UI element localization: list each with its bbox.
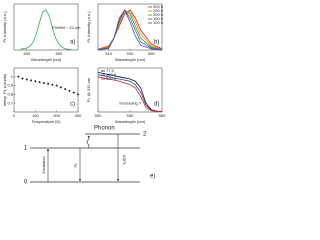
legend-label: 150 K — [153, 16, 164, 21]
phonon-label: Phonon — [94, 126, 115, 132]
legend-label: 200 K — [153, 12, 164, 17]
panel-label: e) — [150, 174, 155, 180]
x-tick-label: 0 — [13, 113, 16, 118]
x-tick-label: 530 — [127, 113, 134, 118]
level-label: 2 — [143, 132, 147, 138]
data-point — [47, 82, 50, 85]
data-point — [55, 84, 58, 87]
data-point — [64, 88, 67, 91]
y-tick-label: 1 — [11, 74, 14, 79]
legend-label: 250 K — [153, 8, 164, 13]
x-tick-label: 500 — [23, 51, 30, 56]
data-point — [38, 81, 41, 84]
data-point — [42, 81, 45, 84]
annotation: FWHM ~ 22 nm — [52, 25, 81, 30]
plot-frame — [13, 67, 79, 113]
data-point — [25, 78, 28, 81]
level-label: 1 — [24, 146, 28, 152]
data-point — [34, 80, 37, 83]
data-point — [72, 91, 75, 94]
x-tick-label: 510 — [105, 51, 112, 56]
data-point — [21, 77, 24, 80]
x-tick-label: 530 — [127, 51, 134, 56]
y-tick-label: 0.9 — [7, 83, 13, 88]
plot-frame — [13, 3, 79, 51]
x-tick-label: 200 — [53, 113, 60, 118]
x-tick-label: 550 — [55, 51, 62, 56]
data-line — [97, 74, 163, 112]
data-line — [97, 76, 162, 112]
data-point — [17, 75, 20, 78]
x-axis-label: Wavelength (nm) — [115, 57, 146, 62]
annotation: Increasing T — [119, 100, 141, 105]
y-tick-label: 0.8 — [7, 91, 13, 96]
legend-label: 300 K — [153, 4, 164, 9]
data-point — [77, 93, 79, 96]
y-axis-label: PL Intensity (a.u.) — [2, 11, 7, 43]
pl-label: PL — [73, 162, 78, 168]
panel-label: d) — [154, 102, 159, 108]
x-tick-label: 550 — [148, 51, 155, 56]
figure: e) 0 1 2 Excitation PL ASPL Phonon a) Wav… — [2, 3, 166, 186]
legend-label: 100 K — [153, 20, 164, 25]
x-tick-label: 500 — [95, 113, 102, 118]
legend-label: 300 K — [106, 76, 117, 81]
x-tick-label: 100 — [32, 113, 39, 118]
level-label: 0 — [24, 180, 28, 186]
y-axis-label: Integr. PL (counts) — [2, 73, 7, 106]
data-line — [97, 9, 163, 51]
y-axis-label: PL @ 532 nm — [86, 77, 91, 102]
x-axis-label: Wavelength (nm) — [115, 119, 146, 124]
diagram-e: e) 0 1 2 Excitation PL ASPL Phonon — [24, 126, 155, 186]
data-line — [20, 9, 72, 50]
y-axis-label: PL Intensity (a.u.) — [86, 11, 91, 43]
data-point — [68, 89, 71, 92]
panel-label: b) — [154, 40, 159, 46]
aspl-label: ASPL — [122, 155, 127, 166]
data-point — [30, 79, 33, 82]
x-tick-label: 300 — [75, 113, 82, 118]
legend-label: 77 K — [106, 68, 115, 73]
panel-label: c) — [70, 102, 75, 108]
x-axis-label: Wavelength (nm) — [31, 57, 62, 62]
phonon-arrow — [86, 135, 91, 149]
panel-label: a) — [70, 40, 75, 46]
data-point — [51, 83, 54, 86]
excitation-label: Excitation — [41, 156, 46, 173]
legend-label: 150 K — [106, 72, 117, 77]
y-tick-label: 0.7 — [7, 100, 13, 105]
x-tick-label: 560 — [159, 113, 166, 118]
data-point — [59, 86, 62, 89]
page: e) 0 1 2 Excitation PL ASPL Phonon a) Wav… — [2, 3, 167, 186]
x-axis-label: Temperature (K) — [32, 119, 62, 124]
